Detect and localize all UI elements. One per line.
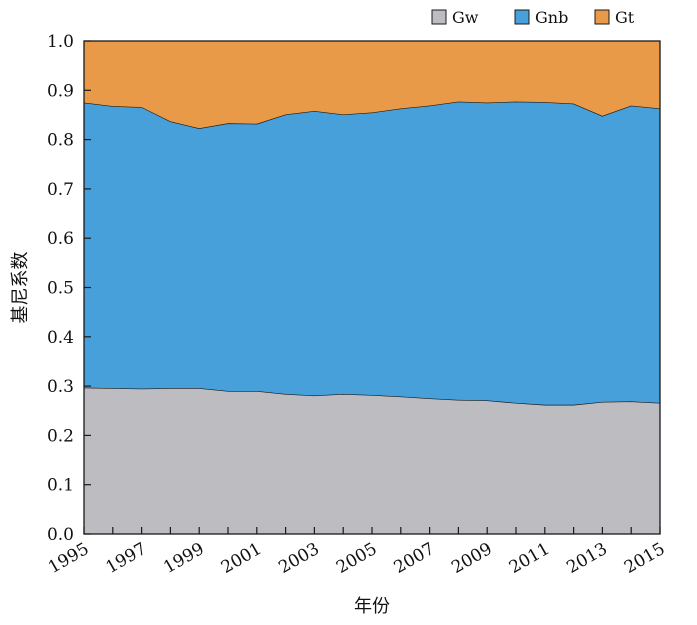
y-tick-label: 0.5	[47, 279, 74, 299]
area-gw	[84, 387, 660, 534]
y-tick-label: 0.0	[47, 525, 74, 545]
x-tick-label: 2003	[275, 539, 322, 578]
area-gt	[84, 41, 660, 129]
legend: Gw Gnb Gt	[431, 8, 635, 27]
legend-label: Gt	[615, 8, 635, 27]
x-tick-label: 2015	[621, 539, 668, 578]
y-axis-label: 基尼系数	[10, 252, 31, 324]
legend-item-gw: Gw	[431, 8, 479, 27]
y-tick-label: 0.2	[47, 426, 74, 446]
x-tick-label: 2001	[218, 539, 265, 578]
x-axis-label: 年份	[354, 596, 390, 617]
y-tick-label: 0.4	[47, 328, 74, 348]
legend-item-gt: Gt	[594, 8, 635, 27]
legend-swatch	[594, 9, 610, 25]
plot-area	[83, 41, 661, 534]
x-tick-label: 1999	[160, 539, 207, 578]
x-tick-label: 2005	[333, 539, 380, 578]
legend-item-gnb: Gnb	[514, 8, 568, 27]
y-tick-label: 0.6	[47, 229, 74, 249]
y-tick-label: 0.3	[47, 377, 74, 397]
y-tick-label: 0.9	[47, 81, 74, 101]
x-tick-label: 2007	[391, 539, 438, 578]
x-tick-label: 1997	[103, 539, 150, 578]
x-tick-label: 2013	[563, 539, 610, 578]
legend-swatch	[431, 9, 447, 25]
x-tick-label: 2011	[506, 539, 553, 578]
y-tick-label: 1.0	[47, 32, 74, 52]
x-tick-label: 2009	[448, 539, 495, 578]
legend-label: Gw	[452, 8, 479, 27]
y-tick-label: 0.1	[47, 476, 74, 496]
legend-swatch	[514, 9, 530, 25]
y-tick-label: 0.7	[47, 180, 74, 200]
legend-label: Gnb	[535, 8, 568, 27]
area-gnb	[84, 101, 660, 405]
y-tick-label: 0.8	[47, 131, 74, 151]
